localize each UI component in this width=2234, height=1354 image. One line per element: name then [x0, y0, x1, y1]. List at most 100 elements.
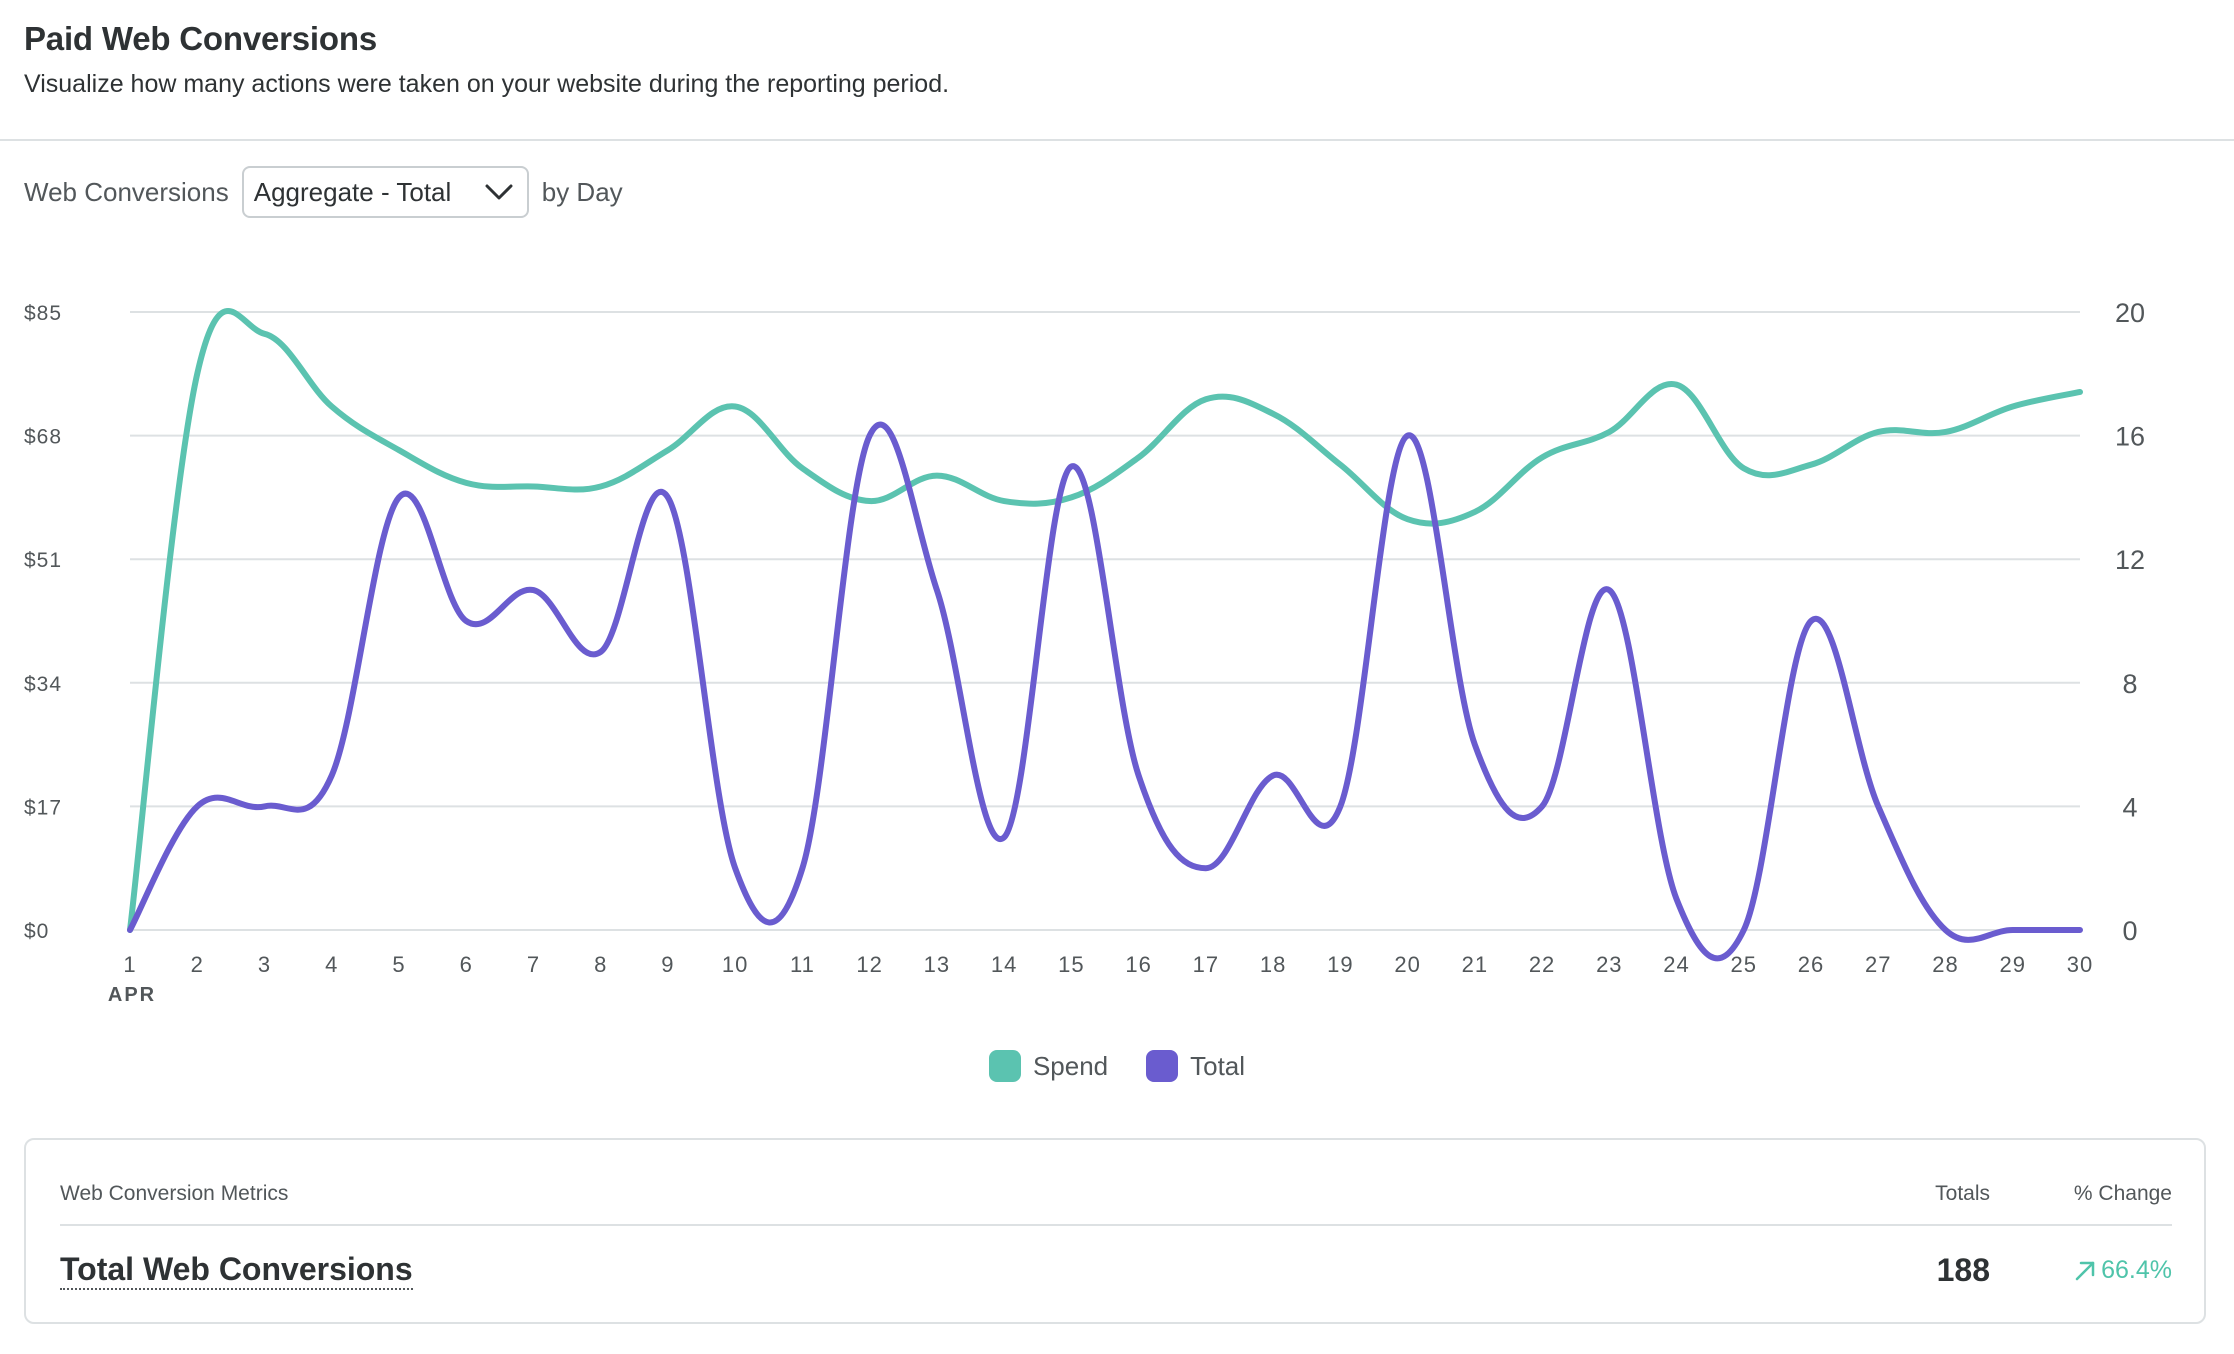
metrics-header-row: Web Conversion Metrics Totals % Change: [60, 1140, 2172, 1226]
x-tick-label: 30: [2067, 952, 2093, 977]
x-tick-label: 1: [123, 952, 136, 977]
data-point-spend: [1472, 509, 1478, 515]
series-line-spend: [127, 308, 2083, 933]
data-point-spend: [463, 480, 469, 486]
data-point-spend: [867, 498, 873, 504]
period-label: by Day: [541, 176, 623, 207]
chevron-down-icon: [485, 184, 513, 200]
x-tick-label: 23: [1596, 952, 1622, 977]
metric-change: 66.4%: [2073, 1256, 2172, 1285]
y-tick-label-right: 0: [2122, 916, 2137, 946]
data-point-spend: [2077, 389, 2083, 395]
x-tick-label: 18: [1260, 952, 1286, 977]
data-point-spend: [732, 404, 738, 410]
x-tick-label: 4: [325, 952, 338, 977]
data-point-spend: [1943, 429, 1949, 435]
data-point-spend: [1337, 462, 1343, 468]
legend-item-spend[interactable]: Spend: [988, 1050, 1109, 1082]
data-point-total: [1203, 865, 1209, 871]
data-point-total: [867, 433, 873, 439]
data-point-total: [1270, 773, 1276, 779]
y-tick-label-right: 12: [2115, 545, 2145, 575]
x-tick-label: 15: [1058, 952, 1084, 977]
data-point-total: [1741, 927, 1747, 933]
data-point-spend: [1606, 429, 1612, 435]
data-point-spend: [329, 404, 335, 410]
legend-label-spend: Spend: [1032, 1050, 1109, 1081]
data-point-total: [1337, 803, 1343, 809]
y-tick-label-left: $68: [24, 426, 62, 449]
data-point-spend: [1674, 382, 1680, 388]
x-tick-label: 29: [2000, 952, 2026, 977]
metrics-header-name: Web Conversion Metrics: [60, 1182, 289, 1205]
x-tick-label: 12: [856, 952, 882, 977]
data-point-spend: [598, 483, 604, 489]
y-tick-label-left: $17: [24, 796, 62, 819]
x-tick-label: 10: [722, 952, 748, 977]
data-point-spend: [1875, 429, 1881, 435]
arrow-up-right-icon: [2075, 1261, 2095, 1280]
legend-swatch-spend: [988, 1050, 1021, 1082]
y-tick-label-right: 8: [2122, 669, 2137, 699]
data-point-total: [1539, 803, 1545, 809]
y-tick-label-left: $51: [24, 549, 62, 572]
line-chart: $0 0$17 4$34 8$51 12$68 16$85 201 2 3 4 5 6 7 8 9 10 11 1…: [24, 298, 2145, 1006]
data-point-total: [1808, 618, 1814, 624]
data-point-total: [665, 494, 671, 500]
x-tick-label: 25: [1731, 952, 1757, 977]
metrics-row: Total Web Conversions 188 66.4%: [60, 1226, 2172, 1324]
data-point-total: [2010, 927, 2016, 933]
y-tick-label-left: $85: [24, 302, 62, 325]
x-tick-label: 3: [258, 952, 271, 977]
x-tick-label: 7: [527, 952, 540, 977]
metric-label: Web Conversions: [24, 176, 229, 207]
data-point-spend: [2010, 404, 2016, 410]
data-point-spend: [1539, 454, 1545, 460]
data-point-spend: [1203, 396, 1209, 402]
data-point-total: [329, 773, 335, 779]
data-point-total: [194, 803, 200, 809]
x-tick-label: 28: [1932, 952, 1958, 977]
x-tick-label: 24: [1663, 952, 1689, 977]
data-point-total: [396, 494, 402, 500]
x-tick-label: 17: [1193, 952, 1219, 977]
data-point-total: [1472, 742, 1478, 748]
data-point-total: [1674, 896, 1680, 902]
metrics-header-change: % Change: [2073, 1182, 2172, 1205]
x-tick-label: 20: [1394, 952, 1420, 977]
data-point-total: [732, 865, 738, 871]
legend-item-total[interactable]: Total: [1146, 1050, 1245, 1082]
x-tick-label: 27: [1865, 952, 1891, 977]
data-point-spend: [1001, 498, 1007, 504]
aggregate-select[interactable]: Aggregate - Total: [241, 166, 529, 218]
data-point-spend: [1741, 465, 1747, 471]
data-point-total: [127, 927, 133, 933]
y-tick-label-right: 20: [2115, 298, 2145, 328]
x-tick-label: 5: [392, 952, 405, 977]
chart-controls: Web Conversions Aggregate - Total by Day: [24, 166, 623, 218]
data-point-spend: [194, 371, 200, 377]
x-tick-label: 21: [1462, 952, 1488, 977]
data-point-spend: [261, 331, 267, 337]
page-header: Paid Web Conversions Visualize how many …: [0, 0, 2234, 141]
data-point-spend: [665, 447, 671, 453]
x-tick-label: 22: [1529, 952, 1555, 977]
metric-name-link[interactable]: Total Web Conversions: [60, 1250, 413, 1290]
data-point-spend: [396, 447, 402, 453]
data-point-total: [463, 618, 469, 624]
y-tick-label-right: 16: [2115, 422, 2145, 452]
data-point-spend: [1405, 516, 1411, 522]
data-point-total: [799, 865, 805, 871]
metric-total-value: 188: [1936, 1252, 1990, 1288]
data-point-spend: [1068, 494, 1074, 500]
metric-change-value: 66.4%: [2101, 1256, 2172, 1284]
data-point-spend: [1270, 411, 1276, 417]
data-point-total: [530, 587, 536, 593]
aggregate-select-value: Aggregate - Total: [253, 176, 452, 207]
x-tick-label: 6: [460, 952, 473, 977]
data-point-spend: [934, 473, 940, 479]
data-point-total: [261, 803, 267, 809]
data-point-total: [1943, 927, 1949, 933]
metrics-table: Web Conversion Metrics Totals % Change T…: [24, 1138, 2206, 1324]
x-tick-label: 14: [991, 952, 1017, 977]
